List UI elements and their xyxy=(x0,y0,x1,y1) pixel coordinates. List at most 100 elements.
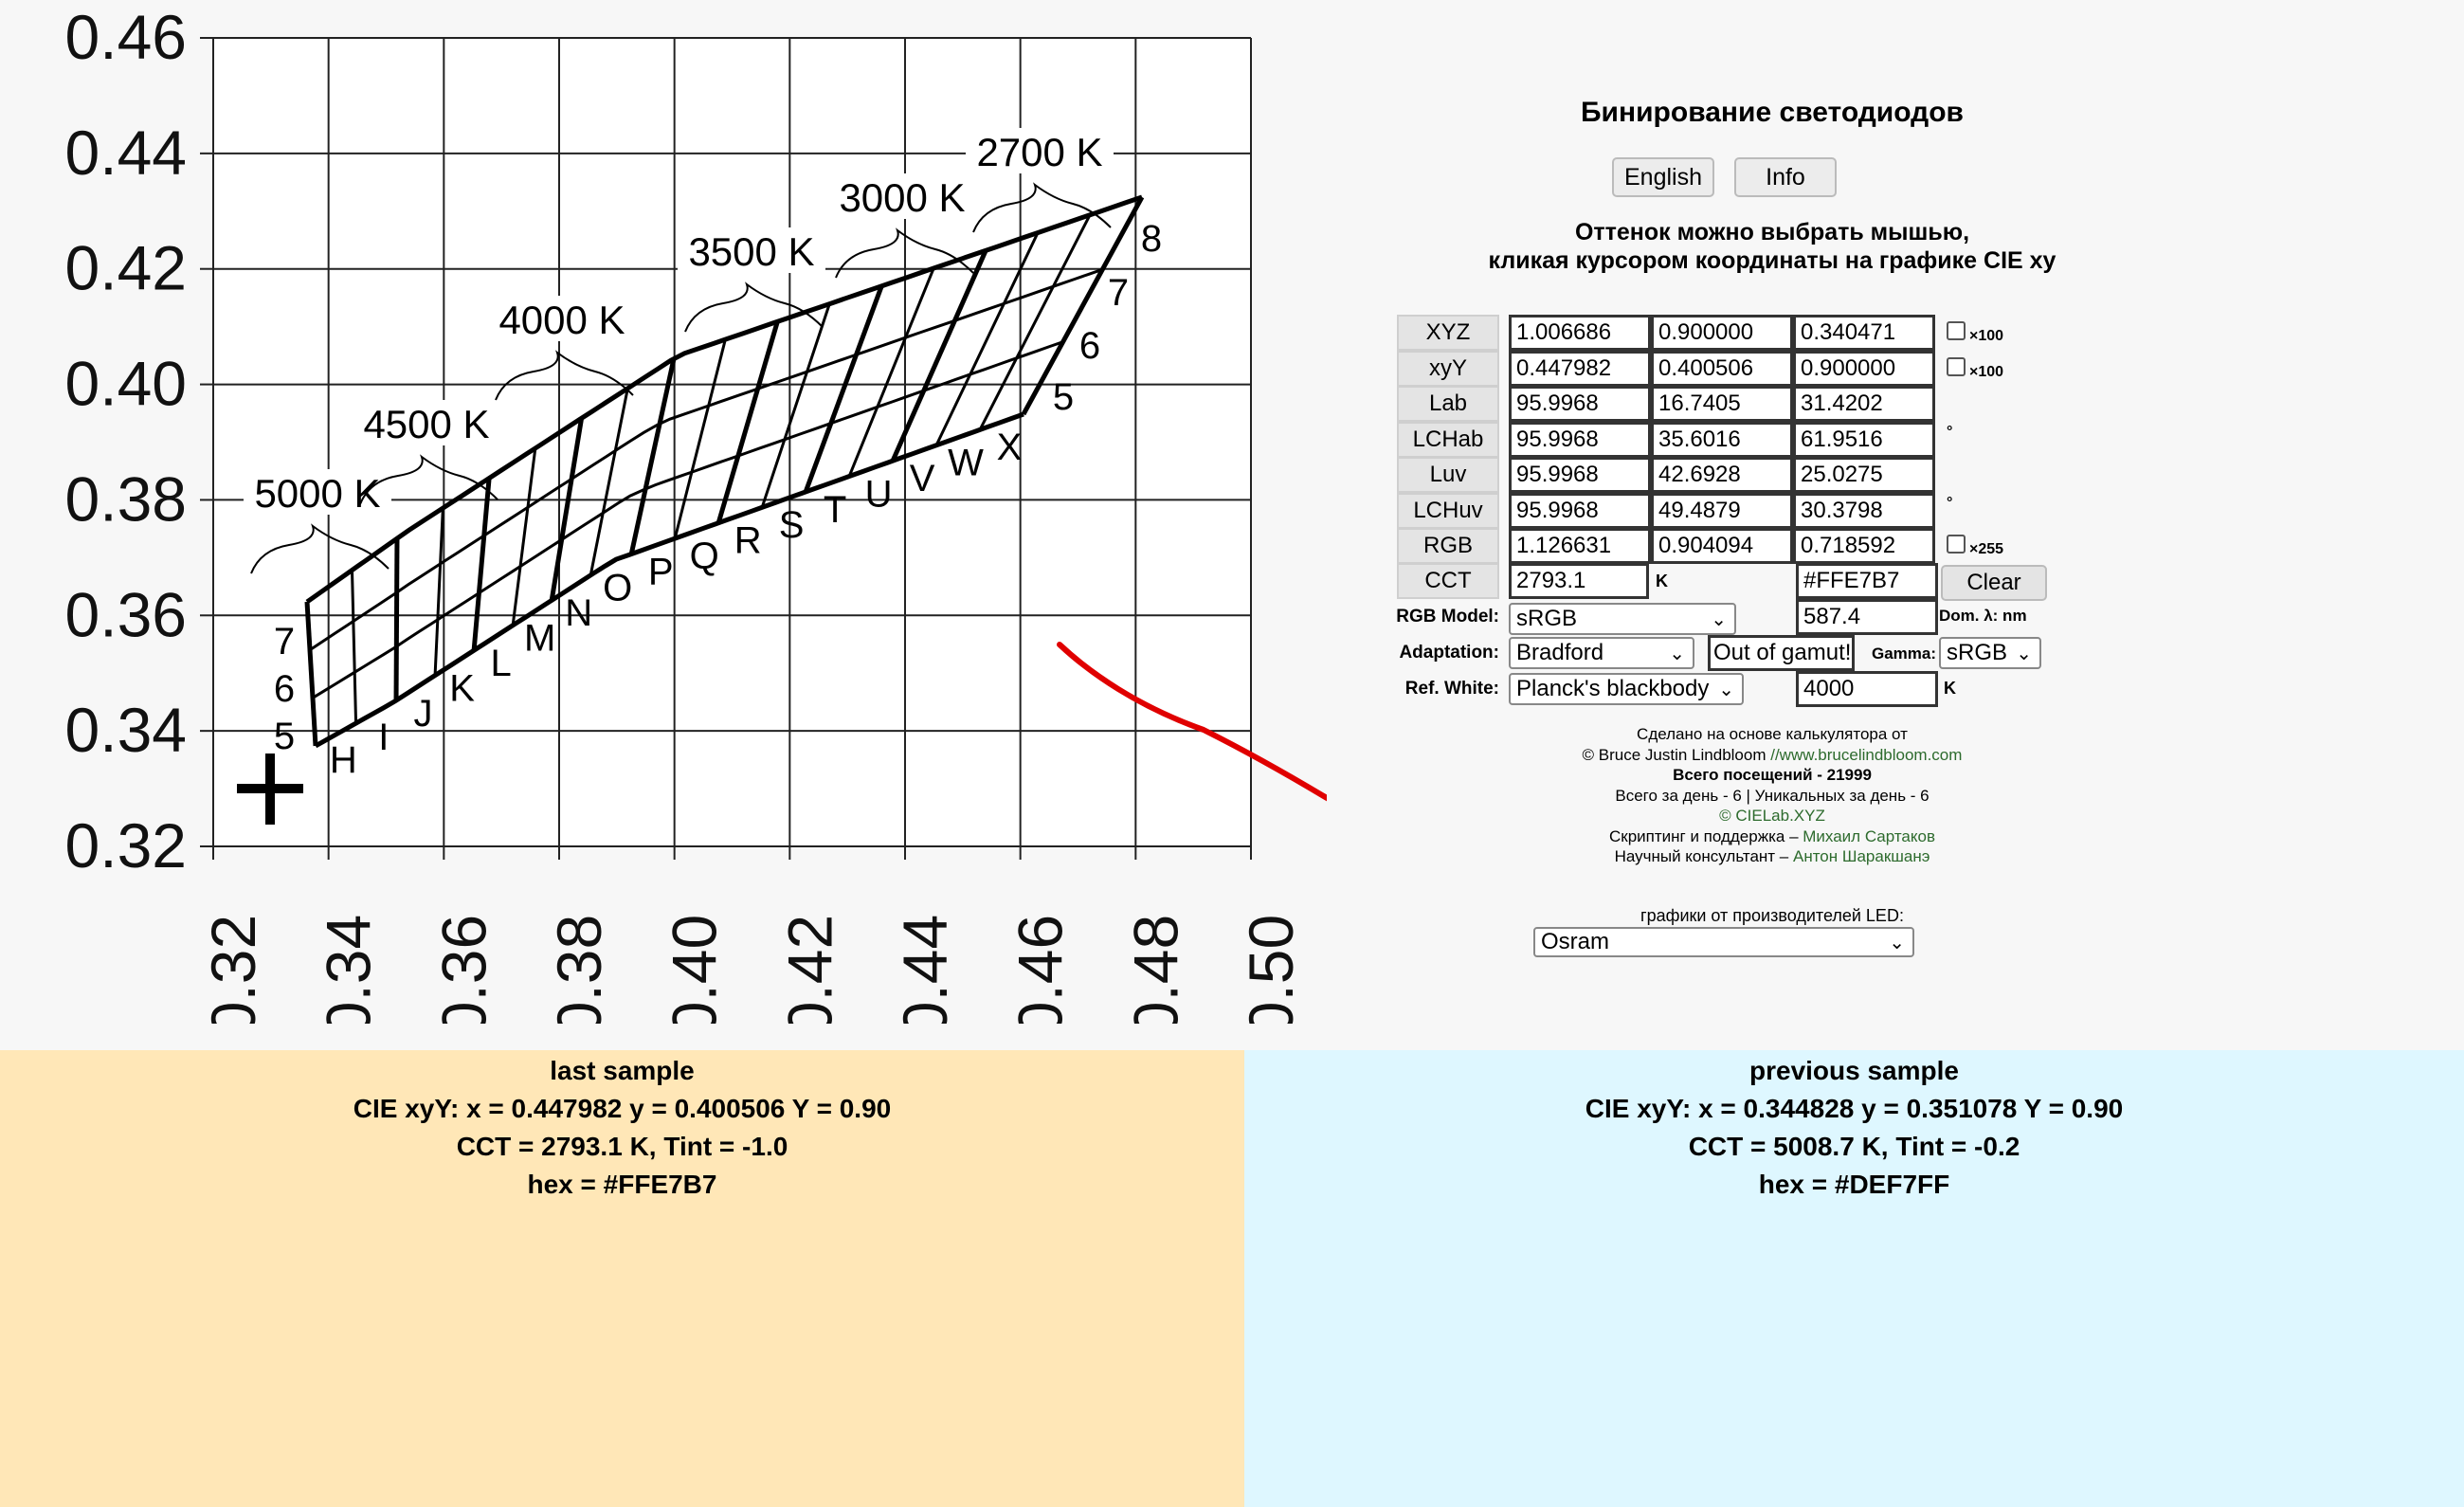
lab-value-1[interactable]: 95.9968 xyxy=(1509,386,1651,422)
bin-column-line xyxy=(549,417,585,601)
last-sample-cct: CCT = 2793.1 K, Tint = -1.0 xyxy=(456,1132,788,1161)
last-sample-title: last sample xyxy=(550,1056,695,1085)
row-label-lchab: LCHab xyxy=(1397,421,1499,458)
english-button[interactable]: English xyxy=(1612,157,1714,197)
ref-white-unit: K xyxy=(1944,679,1956,698)
bin-column-line xyxy=(978,214,1092,431)
bin-row-number-left: 7 xyxy=(274,621,295,663)
rgb-value-3[interactable]: 0.718592 xyxy=(1793,528,1935,564)
credits-line-1: Сделано на основе калькулятора от xyxy=(1637,725,1908,743)
x-tick-label: 0.34 xyxy=(314,915,384,1024)
cct-label: 3500 K xyxy=(688,229,814,274)
cct-label: 4500 K xyxy=(363,402,489,446)
rgb-value-2[interactable]: 0.904094 xyxy=(1651,528,1793,564)
red-pointer-stroke xyxy=(1057,642,1327,802)
x-tick-label: 0.46 xyxy=(1006,915,1076,1024)
clear-button[interactable]: Clear xyxy=(1941,565,2047,601)
scripting-author-link[interactable]: Михаил Сартаков xyxy=(1803,826,1935,845)
x-tick-label: 0.44 xyxy=(890,915,960,1024)
bin-row-line xyxy=(309,267,1103,651)
y-tick-label: 0.44 xyxy=(65,118,187,188)
lab-value-2[interactable]: 16.7405 xyxy=(1651,386,1793,422)
cie-xy-chart[interactable]: 0.46 0.44 0.42 0.40 0.38 0.36 0.34 0.32 0.32 0.34… xyxy=(0,0,1327,1024)
bin-column-line xyxy=(393,538,400,701)
row-label-xyz: XYZ xyxy=(1397,315,1499,351)
last-sample-xyy: CIE xyY: x = 0.447982 y = 0.400506 Y = 0… xyxy=(353,1094,892,1123)
info-button[interactable]: Info xyxy=(1734,157,1837,197)
xyz-scale-checkbox[interactable] xyxy=(1947,321,1966,340)
scripting-label: Скриптинг и поддержка – xyxy=(1609,826,1803,845)
bin-row-number-right: 5 xyxy=(1053,376,1074,418)
rgb-value-1[interactable]: 1.126631 xyxy=(1509,528,1651,564)
chevron-down-icon: ⌄ xyxy=(2016,644,2032,664)
cct-input[interactable]: 2793.1 xyxy=(1509,563,1649,599)
lchab-degree-unit: ° xyxy=(1947,423,1953,440)
luv-value-2[interactable]: 42.6928 xyxy=(1651,457,1793,493)
xyy-value-1[interactable]: 0.447982 xyxy=(1509,350,1651,387)
hex-input[interactable]: #FFE7B7 xyxy=(1796,563,1938,599)
row-label-lchuv: LCHuv xyxy=(1397,492,1499,529)
previous-sample-hex: hex = #DEF7FF xyxy=(1758,1170,1950,1199)
bin-row-line xyxy=(312,340,1064,699)
xyz-value-1[interactable]: 1.006686 xyxy=(1509,315,1651,351)
lchuv-degree-unit: ° xyxy=(1947,494,1953,511)
bin-column-line xyxy=(589,388,629,576)
bin-column-line xyxy=(628,357,677,555)
xyy-scale-checkbox[interactable] xyxy=(1947,356,1966,376)
bin-row-number-left: 6 xyxy=(274,668,295,710)
cct-label: 3000 K xyxy=(839,175,965,220)
ref-white-select[interactable]: Planck's blackbody ⌄ xyxy=(1509,673,1744,705)
bin-letter-label: X xyxy=(997,427,1023,468)
row-label-rgb: RGB xyxy=(1397,528,1499,564)
bin-column-line xyxy=(350,570,358,724)
credits-line-2: © Bruce Justin Lindbloom //www.brucelind… xyxy=(1403,745,2142,766)
adaptation-select[interactable]: Bradford ⌄ xyxy=(1509,637,1694,669)
lchab-value-2[interactable]: 35.6016 xyxy=(1651,421,1793,458)
bin-letter-label: J xyxy=(414,693,433,735)
lab-value-3[interactable]: 31.4202 xyxy=(1793,386,1935,422)
x-tick-label: 0.38 xyxy=(544,915,614,1024)
luv-value-3[interactable]: 25.0275 xyxy=(1793,457,1935,493)
gamma-select[interactable]: sRGB ⌄ xyxy=(1939,637,2041,669)
ref-white-temp-input[interactable]: 4000 xyxy=(1796,671,1938,707)
bin-letter-label: H xyxy=(330,739,357,781)
lchuv-value-1[interactable]: 95.9968 xyxy=(1509,492,1651,529)
rgb-model-select[interactable]: sRGB ⌄ xyxy=(1509,603,1736,635)
cct-label-bg xyxy=(966,128,1114,173)
luv-value-1[interactable]: 95.9968 xyxy=(1509,457,1651,493)
cct-label-bg xyxy=(488,296,636,341)
x-tick-label: 0.40 xyxy=(660,915,730,1024)
bin-letter-label: T xyxy=(824,489,846,531)
lchab-value-1[interactable]: 95.9968 xyxy=(1509,421,1651,458)
y-tick-label: 0.38 xyxy=(65,463,187,534)
lchuv-value-2[interactable]: 49.4879 xyxy=(1651,492,1793,529)
cct-brace xyxy=(972,182,1112,233)
lchuv-value-3[interactable]: 30.3798 xyxy=(1793,492,1935,529)
cct-label: CCT xyxy=(1397,563,1499,599)
bin-column-line xyxy=(716,320,780,524)
xyy-value-2[interactable]: 0.400506 xyxy=(1651,350,1793,387)
rgb-model-label: RGB Model: xyxy=(1396,607,1499,626)
bin-column-line xyxy=(760,303,831,508)
dominant-wavelength-value: 587.4 xyxy=(1796,599,1938,635)
instruction-line-1: Оттенок можно выбрать мышью, xyxy=(1574,219,1970,245)
rgb-scale-checkbox[interactable] xyxy=(1947,535,1966,554)
scripting-credit: Скриптинг и поддержка – Михаил Сартаков xyxy=(1403,826,2142,847)
science-label: Научный консультант – xyxy=(1614,847,1793,865)
xyz-value-2[interactable]: 0.900000 xyxy=(1651,315,1793,351)
lindbloom-link[interactable]: //www.brucelindbloom.com xyxy=(1770,745,1963,764)
lchab-value-3[interactable]: 61.9516 xyxy=(1793,421,1935,458)
cielab-link[interactable]: © CIELab.XYZ xyxy=(1719,807,1825,825)
cct-brace xyxy=(495,350,634,401)
bin-letter-label: W xyxy=(948,443,984,484)
xyz-value-3[interactable]: 0.340471 xyxy=(1793,315,1935,351)
bin-letter-label: Q xyxy=(690,536,719,577)
chevron-down-icon: ⌄ xyxy=(1889,933,1905,953)
led-vendor-select[interactable]: Osram ⌄ xyxy=(1533,927,1914,957)
xyy-value-3[interactable]: 0.900000 xyxy=(1793,350,1935,387)
calculator-panel: Бинирование светодиодов English Info Отт… xyxy=(1396,0,2142,1024)
x-tick-label: 0.36 xyxy=(428,915,498,1024)
daily-counter: Всего за день - 6 | Уникальных за день -… xyxy=(1615,786,1930,805)
science-author-link[interactable]: Антон Шаракшанэ xyxy=(1792,847,1930,865)
row-label-lab: Lab xyxy=(1397,386,1499,422)
